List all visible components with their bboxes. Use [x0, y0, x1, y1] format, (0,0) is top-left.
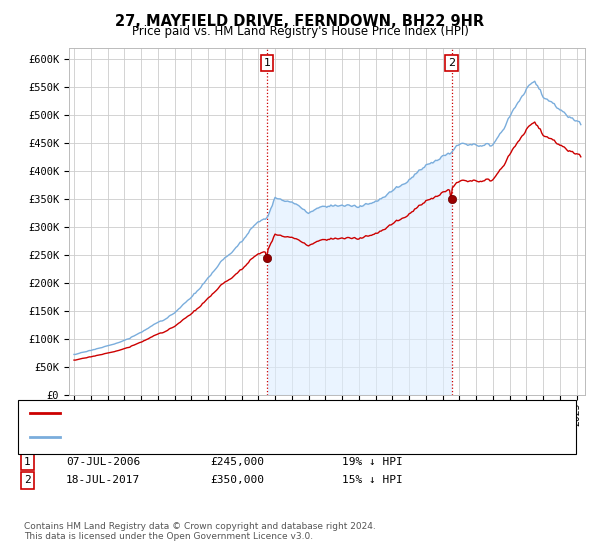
Text: HPI: Average price, detached house, Dorset: HPI: Average price, detached house, Dors…: [66, 432, 293, 442]
Text: Price paid vs. HM Land Registry's House Price Index (HPI): Price paid vs. HM Land Registry's House …: [131, 25, 469, 38]
Text: £245,000: £245,000: [210, 457, 264, 467]
Text: 27, MAYFIELD DRIVE, FERNDOWN, BH22 9HR: 27, MAYFIELD DRIVE, FERNDOWN, BH22 9HR: [115, 14, 485, 29]
Text: 18-JUL-2017: 18-JUL-2017: [66, 475, 140, 486]
Text: 1: 1: [24, 457, 31, 467]
Text: 15% ↓ HPI: 15% ↓ HPI: [342, 475, 403, 486]
Text: Contains HM Land Registry data © Crown copyright and database right 2024.
This d: Contains HM Land Registry data © Crown c…: [24, 522, 376, 542]
Text: 1: 1: [263, 58, 271, 68]
Text: 07-JUL-2006: 07-JUL-2006: [66, 457, 140, 467]
Text: 2: 2: [448, 58, 455, 68]
Text: 2: 2: [24, 475, 31, 486]
Text: 19% ↓ HPI: 19% ↓ HPI: [342, 457, 403, 467]
Text: 27, MAYFIELD DRIVE, FERNDOWN, BH22 9HR (detached house): 27, MAYFIELD DRIVE, FERNDOWN, BH22 9HR (…: [66, 408, 394, 418]
Text: £350,000: £350,000: [210, 475, 264, 486]
